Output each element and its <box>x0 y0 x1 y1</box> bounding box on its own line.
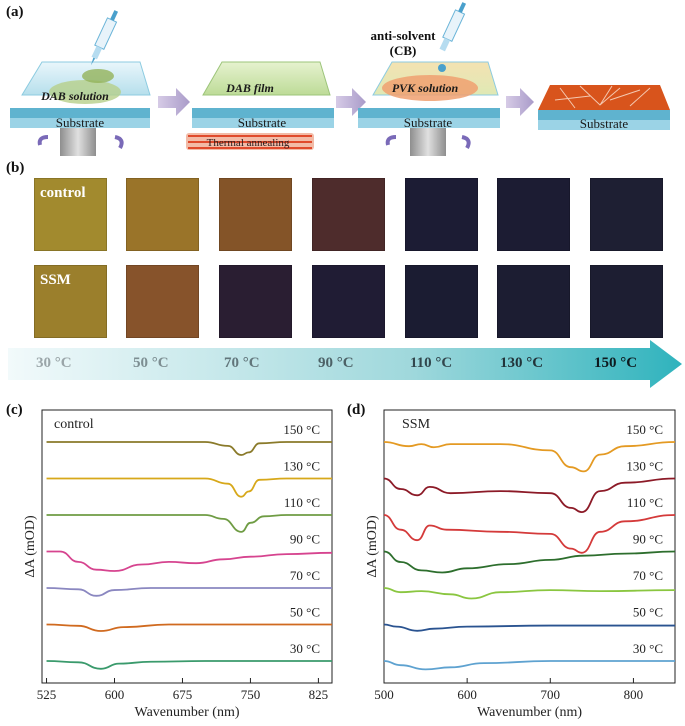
y-axis-label: ΔA (mOD) <box>23 515 38 578</box>
plot-frame <box>383 409 676 684</box>
series-line-3 <box>46 550 333 572</box>
y-axis-label: ΔA (mOD) <box>365 515 380 578</box>
panel-label-a: (a) <box>6 4 24 20</box>
panel-title: control <box>54 417 94 432</box>
panel-label-c: (c) <box>6 402 23 418</box>
temp-label-1: 50 °C <box>133 355 169 371</box>
temp-label-4: 110 °C <box>410 355 453 371</box>
step3-antisolvent <box>358 2 500 156</box>
series-label-6: 30 °C <box>633 641 663 656</box>
series-label-3: 90 °C <box>633 532 663 547</box>
film-swatch-ssm-1 <box>126 265 199 338</box>
x-tick-label: 600 <box>105 687 125 702</box>
film-swatch-control-1 <box>126 178 199 251</box>
temp-label-6: 150 °C <box>594 355 638 371</box>
x-axis-label: Wavenumber (nm) <box>477 705 582 720</box>
chart-control: 525 600 675 750 825 Wavenumber (nm) ΔA (mOD) co… <box>23 409 333 720</box>
step1-label: DAB solution <box>40 89 109 103</box>
series-line-5 <box>46 623 332 632</box>
film-swatch-ssm-0 <box>34 265 107 338</box>
series-line-4 <box>383 587 676 600</box>
series-line-1 <box>46 477 332 498</box>
film-swatch-ssm-6 <box>590 265 663 338</box>
temp-label-2: 70 °C <box>224 355 260 371</box>
step3-label: PVK solution <box>392 81 459 95</box>
arrow-1 <box>158 88 190 116</box>
row-label-ssm: SSM <box>40 272 71 288</box>
series-label-1: 130 °C <box>626 459 663 474</box>
antisolvent-label-1: anti-solvent <box>371 28 437 43</box>
panel-title: SSM <box>402 417 431 432</box>
series-label-6: 30 °C <box>290 641 320 656</box>
x-tick-label: 600 <box>457 687 477 702</box>
step2-label: DAB film <box>225 81 274 95</box>
antisolvent-label-2: (CB) <box>390 43 417 58</box>
film-swatch-ssm-2 <box>219 265 292 338</box>
panel-label-b: (b) <box>6 160 25 176</box>
series-line-6 <box>383 660 675 671</box>
film-swatch-ssm-5 <box>497 265 570 338</box>
series-line-0 <box>383 441 676 473</box>
series-line-2 <box>46 514 332 533</box>
panel-label-d: (d) <box>347 402 366 418</box>
step4-substrate-label: Substrate <box>580 116 629 131</box>
series-line-3 <box>383 550 676 574</box>
temp-label-3: 90 °C <box>318 355 354 371</box>
series-label-2: 110 °C <box>284 495 320 510</box>
series-label-0: 150 °C <box>283 422 320 437</box>
series-line-0 <box>46 441 332 456</box>
x-tick-label: 700 <box>541 687 561 702</box>
film-swatch-control-6 <box>590 178 663 251</box>
plot-frame <box>41 409 333 684</box>
temp-label-5: 130 °C <box>500 355 544 371</box>
x-tick-label: 500 <box>374 687 394 702</box>
temp-label-0: 30 °C <box>36 355 72 371</box>
x-tick-label: 675 <box>173 687 193 702</box>
series-label-3: 90 °C <box>290 532 320 547</box>
step2-film <box>186 61 334 150</box>
film-swatch-control-5 <box>497 178 570 251</box>
film-swatch-control-0 <box>34 178 107 251</box>
series-label-0: 150 °C <box>626 422 663 437</box>
temperature-arrow <box>8 340 682 388</box>
step1-spin-coat <box>10 10 151 156</box>
series-label-2: 110 °C <box>627 495 663 510</box>
step1-substrate-label: Substrate <box>56 115 105 130</box>
film-swatch-control-3 <box>312 178 385 251</box>
series-label-1: 130 °C <box>283 459 320 474</box>
chart-ssm: 500 600 700 800 Wavenumber (nm) ΔA (mOD) SSM 15… <box>365 409 676 720</box>
film-swatch-ssm-3 <box>312 265 385 338</box>
series-label-4: 70 °C <box>633 568 663 583</box>
film-swatch-ssm-4 <box>405 265 478 338</box>
step2-substrate-label: Substrate <box>238 115 287 130</box>
series-line-5 <box>383 623 675 632</box>
series-line-6 <box>46 660 332 670</box>
step4-perovskite-film <box>538 85 670 130</box>
series-label-4: 70 °C <box>290 568 320 583</box>
series-label-5: 50 °C <box>633 605 663 620</box>
x-tick-label: 750 <box>241 687 261 702</box>
step3-substrate-label: Substrate <box>404 115 453 130</box>
film-swatch-control-2 <box>219 178 292 251</box>
row-label-control: control <box>40 185 86 201</box>
series-line-1 <box>383 477 676 514</box>
fabrication-schematic: DAB solution Substrate DAB film Substrat… <box>10 2 670 156</box>
x-axis-label: Wavenumber (nm) <box>135 705 240 720</box>
series-line-2 <box>383 514 676 554</box>
x-tick-label: 825 <box>309 687 329 702</box>
x-tick-label: 800 <box>624 687 644 702</box>
series-line-4 <box>46 587 332 597</box>
thermal-label: Thermal annealing <box>207 137 290 149</box>
series-label-5: 50 °C <box>290 605 320 620</box>
arrow-3 <box>506 88 534 116</box>
film-swatch-control-4 <box>405 178 478 251</box>
x-tick-label: 525 <box>37 687 57 702</box>
